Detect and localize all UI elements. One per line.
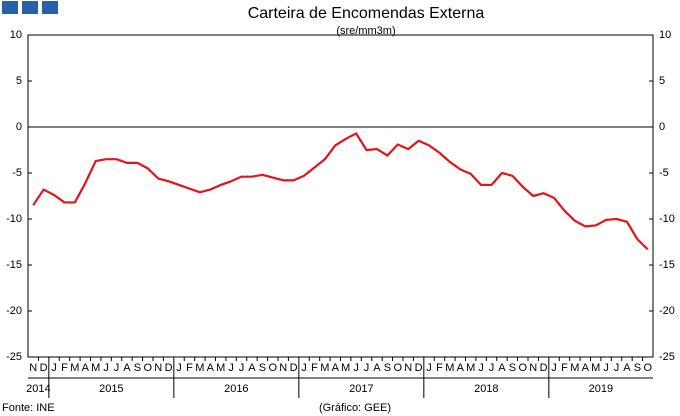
y-tick-label: 10 xyxy=(10,29,22,41)
y2-tick-label: -10 xyxy=(659,213,675,225)
x-tick-label: A xyxy=(332,362,340,374)
y-tick-label: 5 xyxy=(16,75,22,87)
y2-tick-label: 5 xyxy=(659,75,665,87)
x-tick-label: J xyxy=(489,362,495,374)
x-tick-label: J xyxy=(353,362,359,374)
x-tick-label: N xyxy=(154,362,162,374)
x-tick-label: J xyxy=(614,362,620,374)
x-tick-label: N xyxy=(279,362,287,374)
x-tick-label: J xyxy=(364,362,370,374)
x-tick-label: M xyxy=(195,362,204,374)
chart-subtitle: (sre/mm3m) xyxy=(336,25,395,37)
x-tick-label: J xyxy=(426,362,432,374)
x-tick-label: S xyxy=(259,362,266,374)
x-tick-label: M xyxy=(91,362,100,374)
x-tick-label: D xyxy=(40,362,48,374)
credit: (Gráfico: GEE) xyxy=(319,402,391,414)
y-tick-label: -15 xyxy=(6,259,22,271)
x-tick-label: M xyxy=(216,362,225,374)
x-tick-label: S xyxy=(134,362,141,374)
y-tick-label: -25 xyxy=(6,351,22,363)
x-tick-label: J xyxy=(603,362,609,374)
x-tick-label: F xyxy=(436,362,443,374)
year-label: 2014 xyxy=(26,383,50,395)
x-tick-label: J xyxy=(103,362,109,374)
x-tick-label: A xyxy=(498,362,506,374)
x-tick-label: O xyxy=(644,362,653,374)
x-tick-label: M xyxy=(445,362,454,374)
x-tick-label: A xyxy=(623,362,631,374)
x-tick-label: S xyxy=(384,362,391,374)
y2-tick-label: -15 xyxy=(659,259,675,271)
x-tick-label: S xyxy=(509,362,516,374)
x-tick-label: J xyxy=(51,362,57,374)
x-tick-label: A xyxy=(123,362,131,374)
logo-square xyxy=(2,1,18,14)
year-label: 2019 xyxy=(589,383,613,395)
x-tick-label: M xyxy=(320,362,329,374)
x-tick-label: D xyxy=(290,362,298,374)
x-tick-label: M xyxy=(570,362,579,374)
y-tick-label: 0 xyxy=(16,121,22,133)
x-tick-label: J xyxy=(176,362,182,374)
y2-tick-label: 10 xyxy=(659,29,671,41)
x-tick-label: O xyxy=(269,362,278,374)
x-tick-label: J xyxy=(301,362,307,374)
x-tick-label: A xyxy=(82,362,90,374)
y2-tick-label: 0 xyxy=(659,121,665,133)
x-tick-label: J xyxy=(114,362,120,374)
x-tick-label: M xyxy=(341,362,350,374)
x-tick-label: F xyxy=(186,362,193,374)
x-tick-label: A xyxy=(582,362,590,374)
year-label: 2018 xyxy=(474,383,498,395)
x-tick-label: A xyxy=(207,362,215,374)
y2-tick-label: -5 xyxy=(659,167,669,179)
x-tick-label: F xyxy=(311,362,318,374)
year-label: 2016 xyxy=(224,383,248,395)
y2-tick-label: -25 xyxy=(659,351,675,363)
x-tick-label: A xyxy=(248,362,256,374)
y-tick-label: -20 xyxy=(6,305,22,317)
source: Fonte: INE xyxy=(2,402,55,414)
year-label: 2017 xyxy=(349,383,373,395)
x-tick-label: M xyxy=(70,362,79,374)
x-tick-label: A xyxy=(373,362,381,374)
x-tick-label: O xyxy=(144,362,153,374)
x-tick-label: S xyxy=(634,362,641,374)
x-tick-label: M xyxy=(466,362,475,374)
chart-title: Carteira de Encomendas Externa xyxy=(248,5,485,22)
logo-square xyxy=(42,1,58,14)
y-tick-label: -5 xyxy=(12,167,22,179)
x-tick-label: J xyxy=(239,362,245,374)
x-tick-label: D xyxy=(540,362,548,374)
x-tick-label: N xyxy=(404,362,412,374)
x-tick-label: D xyxy=(165,362,173,374)
year-label: 2015 xyxy=(99,383,123,395)
x-tick-label: N xyxy=(529,362,537,374)
line-series xyxy=(32,132,649,251)
x-tick-label: O xyxy=(519,362,528,374)
y2-tick-label: -20 xyxy=(659,305,675,317)
x-tick-label: A xyxy=(457,362,465,374)
x-tick-label: N xyxy=(29,362,37,374)
y-tick-label: -10 xyxy=(6,213,22,225)
x-tick-label: F xyxy=(61,362,68,374)
plot-frame xyxy=(27,34,654,358)
x-tick-label: J xyxy=(228,362,234,374)
x-tick-label: D xyxy=(415,362,423,374)
x-tick-label: J xyxy=(551,362,557,374)
x-tick-label: O xyxy=(394,362,403,374)
x-tick-label: J xyxy=(478,362,484,374)
x-tick-label: F xyxy=(561,362,568,374)
x-tick-label: M xyxy=(591,362,600,374)
logo-square xyxy=(22,1,38,14)
